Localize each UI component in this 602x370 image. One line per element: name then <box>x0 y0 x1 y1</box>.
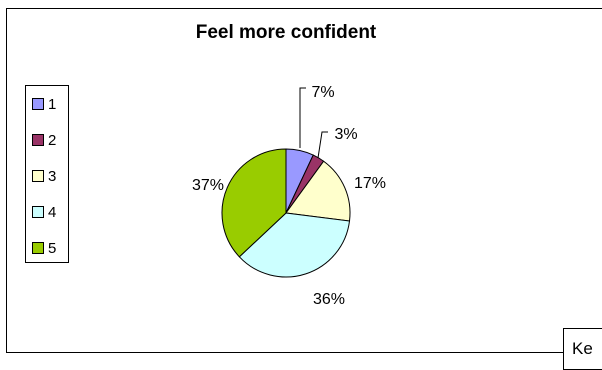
legend-label: 1 <box>48 96 57 114</box>
legend-swatch <box>32 134 44 147</box>
leader-line-2 <box>317 131 328 159</box>
data-label-5: 37% <box>192 177 224 194</box>
legend: 1 2 3 4 5 <box>25 85 69 263</box>
pie-slice-4 <box>238 212 351 278</box>
key-text: Ke <box>572 339 593 358</box>
legend-item-2: 2 <box>32 132 56 150</box>
legend-swatch <box>32 170 44 183</box>
data-label-1: 7% <box>311 84 334 101</box>
legend-label: 4 <box>48 204 57 222</box>
data-label-3: 17% <box>354 175 386 192</box>
legend-swatch <box>32 206 44 219</box>
legend-item-4: 4 <box>32 204 56 222</box>
legend-swatch <box>32 98 44 111</box>
legend-item-3: 3 <box>32 168 56 186</box>
legend-swatch <box>32 242 44 255</box>
pie-slice-5 <box>221 148 287 258</box>
legend-item-1: 1 <box>32 96 56 114</box>
chart-frame <box>6 8 602 353</box>
data-label-2: 3% <box>334 126 357 143</box>
leader-line-1 <box>299 87 306 148</box>
legend-label: 5 <box>48 240 57 258</box>
data-label-4: 36% <box>313 291 345 308</box>
key-box: Ke <box>563 328 602 370</box>
pie-slice-3 <box>285 160 351 222</box>
pie-chart: 7% 3% 17% 36% 37% <box>192 84 386 308</box>
legend-label: 2 <box>48 132 57 150</box>
legend-item-5: 5 <box>32 240 56 258</box>
chart-title: Feel more confident <box>195 22 377 43</box>
legend-label: 3 <box>48 168 57 186</box>
